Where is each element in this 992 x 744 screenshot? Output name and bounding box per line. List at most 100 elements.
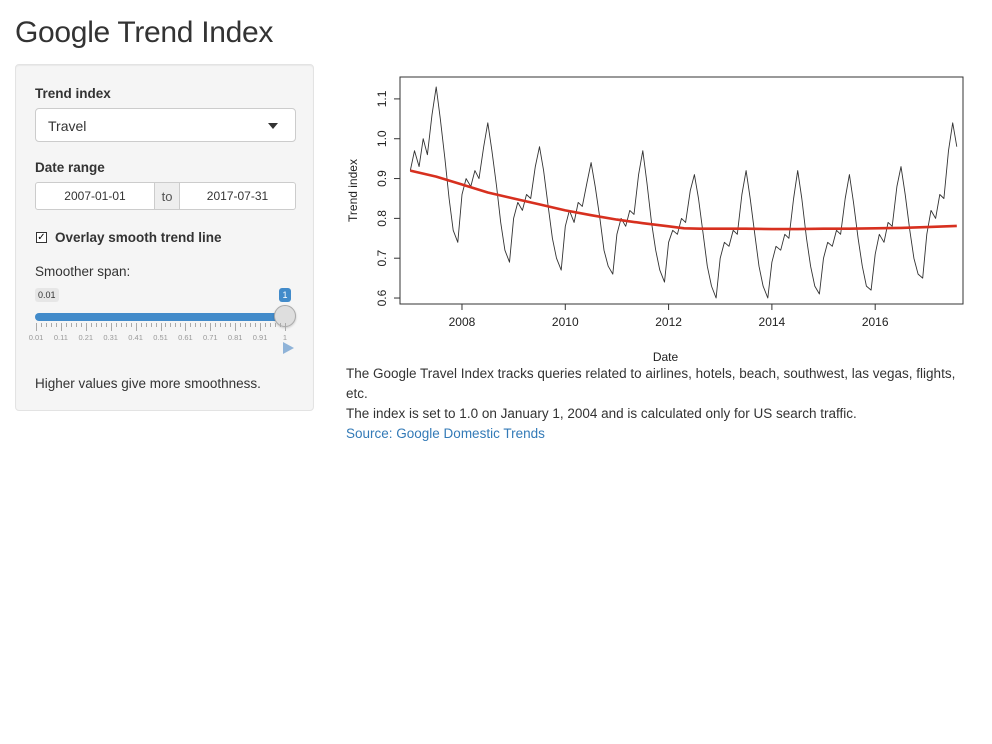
date-range-separator: to	[155, 182, 179, 210]
slider-tick	[160, 323, 162, 331]
slider-tick-label: 0.41	[128, 333, 143, 342]
slider-tick-label: 0.81	[227, 333, 243, 342]
slider-min-label: 0.01	[35, 288, 59, 302]
date-start-input[interactable]: 2007-01-01	[35, 182, 155, 210]
trend-chart-svg: 2008 2010 2012 2014 2016 0.6 0.7 0.8 0.9 1.0 1.1 Da…	[346, 76, 964, 364]
slider-tick	[170, 323, 172, 327]
slider-tick	[245, 323, 247, 327]
slider-tick	[205, 323, 207, 327]
y-tick-label: 0.7	[375, 250, 389, 267]
slider-track[interactable]	[35, 313, 287, 321]
x-tick-label: 2010	[552, 315, 579, 329]
y-tick-label: 0.6	[375, 289, 389, 306]
slider-tick	[265, 323, 267, 327]
play-icon[interactable]	[283, 342, 294, 354]
chart-caption: The Google Travel Index tracks queries r…	[346, 364, 976, 444]
slider-tick	[125, 323, 127, 327]
slider-tick-label: 1	[282, 333, 288, 342]
slider-tick	[240, 323, 242, 327]
slider-tick	[100, 323, 102, 327]
trend-chart: 2008 2010 2012 2014 2016 0.6 0.7 0.8 0.9 1.0 1.1 Da…	[340, 64, 970, 364]
slider-tick	[110, 323, 112, 331]
slider-tick	[235, 323, 237, 331]
slider-tick	[200, 323, 202, 327]
slider-tick	[270, 323, 272, 327]
trend-index-selected-value: Travel	[48, 118, 87, 134]
smoother-span-label: Smoother span:	[35, 264, 131, 279]
slider-tick	[40, 323, 42, 327]
slider-tick-label: 0.31	[103, 333, 118, 342]
slider-tick	[165, 323, 167, 327]
slider-tick	[155, 323, 157, 327]
slider-tick	[55, 323, 57, 327]
slider-tick	[215, 323, 217, 327]
slider-tick-label: 0.01	[28, 333, 44, 342]
smooth-trend-checkbox[interactable]: ✓	[36, 232, 47, 243]
slider-tick	[175, 323, 177, 327]
caption-line-2: The index is set to 1.0 on January 1, 20…	[346, 406, 857, 421]
slider-tick	[220, 323, 222, 327]
trend-index-select[interactable]: Travel	[35, 108, 296, 142]
slider-tick	[255, 323, 257, 327]
slider-tick	[225, 323, 227, 327]
slider-tick	[135, 323, 137, 331]
slider-tick	[210, 323, 212, 331]
slider-tick	[85, 323, 87, 331]
slider-tick-label: 0.91	[252, 333, 268, 342]
x-tick-label: 2014	[759, 315, 786, 329]
smoother-span-slider[interactable]: 0.01 1 0.01 0.11 0.21 0.31 0.41 0.51 0.61 0.71 0…	[29, 285, 297, 355]
sidebar-panel: Trend index Travel Date range 2007-01-01…	[15, 64, 314, 411]
slider-tick	[65, 323, 67, 327]
slider-tick-label: 0.71	[202, 333, 218, 342]
x-tick-label: 2012	[655, 315, 682, 329]
plot-frame	[399, 76, 964, 305]
slider-tick	[90, 323, 92, 327]
x-axis-label: Date	[653, 350, 679, 364]
slider-tick	[195, 323, 197, 327]
trend-index-label: Trend index	[35, 86, 111, 101]
slider-value-label: 1	[279, 288, 291, 302]
page-title: Google Trend Index	[15, 16, 274, 49]
date-end-input[interactable]: 2017-07-31	[179, 182, 296, 210]
slider-tick	[275, 323, 277, 327]
slider-tick	[60, 323, 62, 331]
slider-tick	[95, 323, 97, 327]
slider-tick	[190, 323, 192, 327]
slider-tick	[260, 323, 262, 331]
slider-tick-label: 0.61	[178, 333, 193, 342]
y-tick-label: 0.8	[375, 210, 389, 227]
slider-tick	[130, 323, 132, 327]
y-axis-label: Trend index	[346, 159, 360, 222]
slider-tick	[285, 323, 286, 331]
slider-tick	[150, 323, 152, 327]
x-tick-label: 2016	[862, 315, 889, 329]
slider-tick	[280, 323, 282, 327]
source-link[interactable]: Source: Google Domestic Trends	[346, 426, 545, 441]
slider-tick	[120, 323, 122, 327]
slider-tick-label: 0.51	[153, 333, 168, 342]
caret-down-icon	[268, 123, 278, 129]
slider-tick	[36, 323, 37, 331]
date-range-label: Date range	[35, 160, 105, 175]
smoother-help-text: Higher values give more smoothness.	[35, 376, 261, 391]
y-tick-label: 1.0	[375, 130, 389, 147]
slider-tick	[140, 323, 142, 327]
slider-tick	[70, 323, 72, 327]
slider-tick	[105, 323, 107, 327]
trend-index-series	[409, 86, 958, 299]
slider-tick	[230, 323, 232, 327]
y-tick-label: 0.9	[375, 170, 389, 187]
smooth-trend-series	[410, 169, 957, 231]
slider-tick-label: 0.21	[78, 333, 94, 342]
smooth-trend-checkbox-label: Overlay smooth trend line	[55, 230, 222, 245]
slider-tick	[80, 323, 82, 327]
slider-tick	[185, 323, 187, 331]
slider-tick	[180, 323, 182, 327]
y-tick-label: 1.1	[375, 90, 389, 107]
caption-line-1: The Google Travel Index tracks queries r…	[346, 366, 956, 401]
date-range-input: 2007-01-01 to 2017-07-31	[35, 182, 296, 210]
slider-tick	[75, 323, 77, 327]
x-tick-label: 2008	[449, 315, 476, 329]
slider-tick	[115, 323, 117, 327]
slider-tick	[50, 323, 52, 327]
